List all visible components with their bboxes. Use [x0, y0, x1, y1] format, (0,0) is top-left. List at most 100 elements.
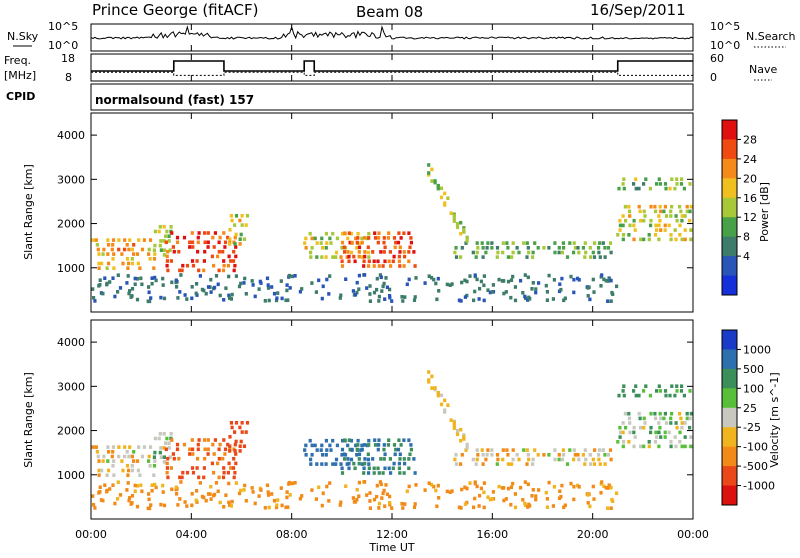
power-cell	[300, 287, 304, 291]
velocity-cell	[232, 456, 236, 461]
power-cell	[688, 182, 692, 186]
velocity-cell	[250, 486, 254, 490]
power-cell	[380, 289, 384, 293]
velocity-cell	[138, 473, 142, 477]
velocity-cell	[659, 435, 663, 439]
power-cell	[413, 264, 417, 268]
velocity-cell	[218, 500, 222, 505]
power-cell	[274, 298, 279, 303]
power-cell	[170, 280, 174, 285]
power-cell	[159, 239, 163, 243]
velocity-cell	[506, 486, 511, 491]
power-cell	[482, 283, 486, 288]
power-cell	[197, 268, 201, 273]
velocity-cell	[436, 483, 440, 488]
velocity-cell	[206, 438, 210, 442]
y-tick-label: 4000	[57, 336, 85, 349]
power-cell	[586, 286, 590, 290]
velocity-cell	[343, 438, 347, 442]
colorbar-segment	[722, 407, 737, 428]
power-cell	[453, 250, 457, 255]
velocity-cell	[689, 444, 693, 449]
velocity-cell	[367, 462, 371, 466]
velocity-cell	[130, 501, 134, 505]
velocity-cell	[398, 471, 402, 475]
velocity-cell	[511, 448, 515, 452]
velocity-cell	[633, 435, 637, 439]
velocity-cell	[523, 501, 527, 506]
power-cell	[229, 214, 233, 218]
power-cell	[663, 223, 667, 228]
power-cell	[324, 255, 328, 259]
power-cell	[165, 263, 169, 268]
cpid-text: normalsound (fast) 157	[95, 93, 254, 107]
power-cell	[234, 274, 238, 278]
power-cell	[490, 246, 494, 250]
velocity-cell	[190, 438, 194, 442]
power-cell	[448, 283, 452, 287]
power-cell	[513, 298, 518, 303]
power-cell	[162, 296, 167, 301]
power-cell	[560, 276, 564, 281]
velocity-cell	[657, 384, 661, 388]
power-colorbar: 28 24 20 16 12 8 4	[721, 119, 757, 296]
colorbar-tick-label: -100	[743, 441, 768, 454]
power-cell	[649, 204, 653, 209]
power-cell	[123, 238, 127, 242]
velocity-cell	[643, 421, 647, 425]
power-cell	[203, 249, 207, 254]
power-cell	[388, 250, 392, 254]
velocity-cell	[206, 447, 210, 452]
power-cell	[576, 246, 580, 250]
velocity-cell	[654, 416, 658, 421]
power-cell	[198, 274, 202, 278]
power-cell	[523, 294, 527, 299]
velocity-cell	[222, 438, 226, 442]
velocity-cell	[502, 498, 506, 503]
power-cell	[242, 237, 247, 241]
power-cell	[632, 182, 636, 186]
velocity-cell	[377, 501, 381, 506]
velocity-cell	[174, 485, 178, 490]
velocity-cell	[510, 462, 514, 466]
power-cell	[627, 233, 631, 237]
velocity-cell	[559, 494, 563, 499]
velocity-cell	[427, 370, 431, 374]
power-cell	[622, 186, 626, 191]
power-cell	[270, 285, 274, 289]
power-cell	[238, 218, 242, 223]
power-cell	[531, 255, 535, 259]
velocity-cell	[130, 494, 135, 498]
velocity-cell	[432, 484, 436, 489]
velocity-cell	[350, 447, 354, 452]
beam-label: Beam 08	[356, 3, 423, 21]
velocity-cell	[342, 452, 346, 457]
power-cell	[459, 231, 463, 236]
velocity-cell	[132, 450, 136, 454]
velocity-cell	[398, 457, 402, 461]
power-cell	[519, 278, 523, 283]
velocity-cell	[234, 461, 238, 466]
velocity-cell	[125, 450, 129, 454]
velocity-cell	[572, 497, 576, 502]
velocity-cell	[375, 494, 379, 499]
velocity-cell	[344, 484, 348, 488]
power-cell	[329, 241, 333, 245]
power-cell	[376, 259, 380, 264]
power-cell	[239, 281, 243, 286]
power-cell	[228, 228, 232, 232]
power-cell	[285, 283, 289, 287]
power-cell	[238, 242, 242, 246]
velocity-cell	[234, 481, 238, 485]
velocity-cell	[560, 483, 564, 488]
velocity-cell	[285, 495, 289, 500]
velocity-cell	[356, 438, 360, 443]
velocity-cell	[478, 493, 482, 498]
power-cell	[125, 257, 130, 261]
power-cell	[563, 296, 567, 301]
power-cell	[223, 245, 227, 249]
power-cell	[181, 263, 185, 268]
power-cell	[414, 276, 418, 280]
velocity-cell	[526, 482, 530, 487]
power-cell	[126, 266, 130, 270]
